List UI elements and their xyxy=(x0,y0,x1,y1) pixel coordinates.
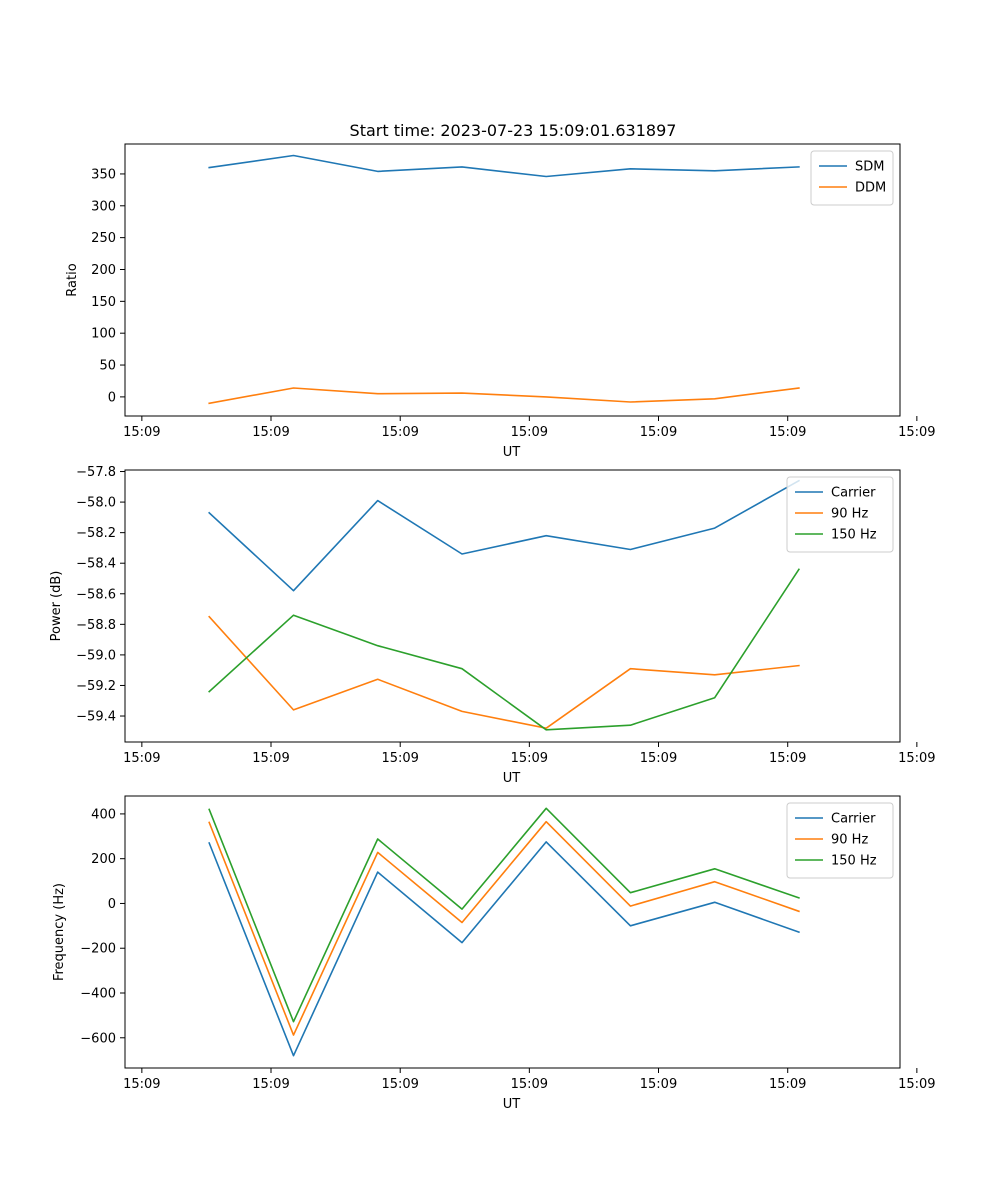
x-tick-label: 15:09 xyxy=(381,751,418,766)
y-tick-label: −57.8 xyxy=(76,465,116,480)
y-tick-label: −58.2 xyxy=(76,526,116,541)
y-tick-label: −58.0 xyxy=(76,496,116,511)
x-tick-label: 15:09 xyxy=(123,1077,160,1092)
series-line-150-hz xyxy=(208,807,800,1023)
x-tick-label: 15:09 xyxy=(252,1077,289,1092)
x-axis-label: UT xyxy=(503,771,521,786)
x-axis-label: UT xyxy=(503,445,521,460)
x-tick-label: 15:09 xyxy=(640,1077,677,1092)
y-tick-label: −59.0 xyxy=(76,648,116,663)
series-line-carrier xyxy=(208,479,800,592)
legend-label: 90 Hz xyxy=(831,833,868,848)
panel-3: 15:09 15:09 15:09 15:09 15:09 15:09 15:09 −600 −… xyxy=(52,795,936,1112)
legend-label: Carrier xyxy=(831,486,876,501)
panels: 15:09 15:09 15:09 15:09 15:09 15:09 15:09 0 50 10… xyxy=(49,143,936,1112)
y-tick-label: −400 xyxy=(80,987,116,1002)
y-tick-label: 100 xyxy=(91,327,116,342)
series-line-carrier xyxy=(208,841,800,1057)
y-axis-label: Frequency (Hz) xyxy=(52,883,67,981)
y-tick-label: −58.4 xyxy=(76,557,116,572)
plot-frame xyxy=(124,143,901,417)
y-axis-label: Power (dB) xyxy=(49,571,64,642)
y-tick-label: 250 xyxy=(91,231,116,246)
y-tick-label: 400 xyxy=(91,807,116,822)
y-tick-label: 0 xyxy=(108,390,116,405)
y-tick-label: 150 xyxy=(91,295,116,310)
legend-label: DDM xyxy=(855,181,886,196)
legend-label: SDM xyxy=(855,160,884,175)
legend-label: Carrier xyxy=(831,812,876,827)
y-tick-label: 0 xyxy=(108,897,116,912)
series-line-90-hz xyxy=(208,615,800,730)
x-tick-label: 15:09 xyxy=(123,751,160,766)
x-axis-label: UT xyxy=(503,1097,521,1112)
y-tick-label: −59.4 xyxy=(76,710,116,725)
series-line-sdm xyxy=(208,154,800,178)
x-tick-label: 15:09 xyxy=(898,425,935,440)
y-tick-label: 300 xyxy=(91,199,116,214)
y-tick-label: 200 xyxy=(91,263,116,278)
series-line-90-hz xyxy=(208,820,800,1036)
legend: SDM DDM xyxy=(810,150,894,206)
x-tick-label: 15:09 xyxy=(769,1077,806,1092)
plot-frame xyxy=(124,795,901,1069)
x-tick-label: 15:09 xyxy=(511,1077,548,1092)
figure-title: Start time: 2023-07-23 15:09:01.631897 xyxy=(350,121,677,140)
legend-label: 150 Hz xyxy=(831,528,877,543)
x-tick-label: 15:09 xyxy=(640,425,677,440)
series-line-150-hz xyxy=(208,568,801,731)
y-tick-label: −59.2 xyxy=(76,679,116,694)
y-tick-label: −600 xyxy=(80,1031,116,1046)
legend-label: 90 Hz xyxy=(831,507,868,522)
y-axis-label: Ratio xyxy=(65,263,80,296)
x-tick-label: 15:09 xyxy=(898,751,935,766)
x-tick-label: 15:09 xyxy=(769,751,806,766)
y-tick-label: −200 xyxy=(80,942,116,957)
x-tick-label: 15:09 xyxy=(769,425,806,440)
legend: Carrier 90 Hz 150 Hz xyxy=(786,802,894,879)
y-tick-label: 350 xyxy=(91,167,116,182)
x-tick-label: 15:09 xyxy=(252,425,289,440)
panel-2: 15:09 15:09 15:09 15:09 15:09 15:09 15:09 −59.4… xyxy=(49,465,936,786)
y-tick-label: 50 xyxy=(99,359,116,374)
x-tick-label: 15:09 xyxy=(511,425,548,440)
plot-frame xyxy=(124,469,901,743)
legend-box xyxy=(810,150,894,206)
x-tick-label: 15:09 xyxy=(123,425,160,440)
legend-label: 150 Hz xyxy=(831,854,877,869)
x-tick-label: 15:09 xyxy=(640,751,677,766)
legend: Carrier 90 Hz 150 Hz xyxy=(786,476,894,553)
y-tick-label: −58.6 xyxy=(76,587,116,602)
x-tick-label: 15:09 xyxy=(381,1077,418,1092)
y-tick-label: −58.8 xyxy=(76,618,116,633)
y-tick-label: 200 xyxy=(91,852,116,867)
x-tick-label: 15:09 xyxy=(898,1077,935,1092)
panel-1: 15:09 15:09 15:09 15:09 15:09 15:09 15:09 0 50 10… xyxy=(65,143,936,460)
x-tick-label: 15:09 xyxy=(511,751,548,766)
series-line-ddm xyxy=(208,387,800,405)
x-tick-label: 15:09 xyxy=(252,751,289,766)
x-tick-label: 15:09 xyxy=(381,425,418,440)
